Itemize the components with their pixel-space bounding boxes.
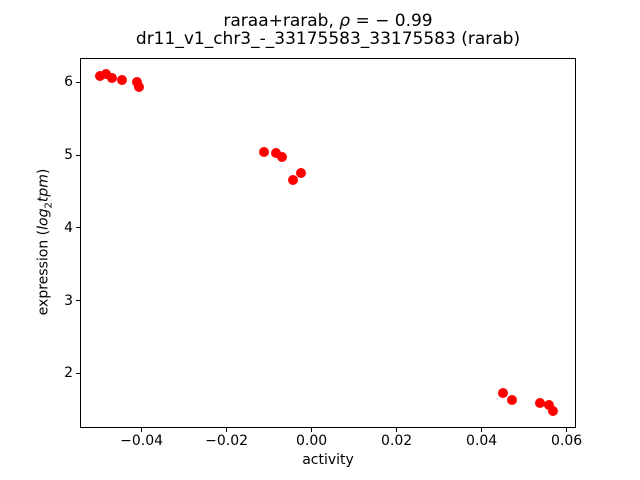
plot-title-line1: raraa+rarab, ρ = − 0.99 (223, 11, 433, 31)
data-point (101, 69, 112, 80)
y-tick-mark (76, 227, 80, 229)
data-point (270, 147, 281, 158)
plot-area (80, 57, 576, 428)
data-point (543, 400, 554, 411)
y-axis-label: expression (log2tpm) (35, 168, 55, 316)
data-point (117, 75, 128, 86)
data-point (296, 167, 307, 178)
data-point (534, 398, 545, 409)
y-tick-label: 2 (64, 365, 73, 382)
y-tick-label: 3 (64, 292, 73, 309)
data-point (259, 147, 270, 158)
data-point (506, 394, 517, 405)
x-tick-label: −0.04 (120, 433, 164, 449)
rho-symbol: ρ (339, 11, 351, 31)
x-axis-label: activity (302, 452, 354, 468)
y-tick-label: 4 (64, 219, 73, 236)
x-tick-label: −0.02 (205, 433, 249, 449)
x-tick-mark (396, 427, 398, 432)
x-tick-mark (141, 427, 143, 432)
x-tick-mark (226, 427, 228, 432)
x-tick-mark (566, 427, 568, 432)
y-tick-mark (76, 300, 80, 302)
data-point (95, 70, 106, 81)
x-tick-mark (481, 427, 483, 432)
plot-title: raraa+rarab, ρ = − 0.99 dr11_v1_chr3_-_3… (80, 12, 576, 48)
data-point (106, 72, 117, 83)
x-tick-label: 0.00 (296, 433, 328, 449)
y-tick-label: 5 (64, 147, 73, 164)
data-point (548, 406, 559, 417)
x-tick-label: 0.02 (381, 433, 413, 449)
y-tick-mark (76, 372, 80, 374)
data-point (498, 388, 509, 398)
data-point (277, 151, 288, 162)
data-point (134, 82, 145, 93)
x-tick-mark (311, 427, 313, 432)
data-point (131, 77, 142, 88)
y-tick-label: 6 (64, 74, 73, 91)
y-tick-mark (76, 81, 80, 83)
x-tick-label: 0.06 (551, 433, 583, 449)
plot-subtitle: dr11_v1_chr3_-_33175583_33175583 (rarab) (135, 29, 521, 49)
data-point (288, 174, 299, 185)
y-tick-mark (76, 154, 80, 156)
x-tick-label: 0.04 (466, 433, 498, 449)
